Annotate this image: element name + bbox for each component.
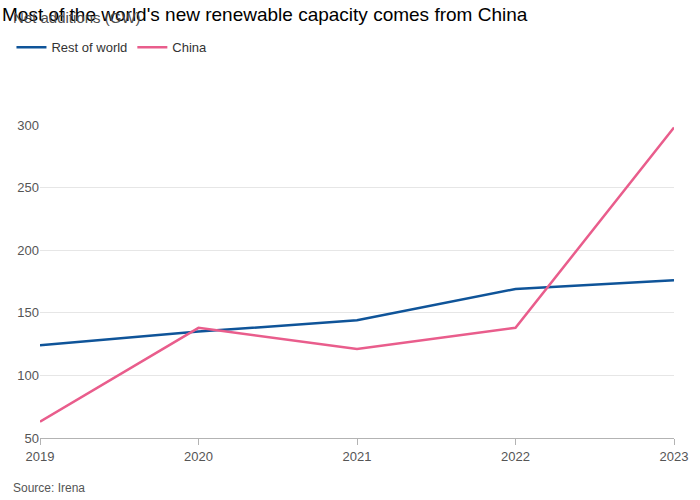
svg-text:2020: 2020 [184,449,213,464]
svg-text:2022: 2022 [501,449,530,464]
svg-text:50: 50 [25,431,39,446]
svg-text:China: China [172,40,207,55]
svg-text:100: 100 [17,368,39,383]
svg-text:Net additions (GW): Net additions (GW) [13,9,141,26]
svg-text:250: 250 [17,180,39,195]
svg-text:Source: Irena: Source: Irena [13,481,85,495]
svg-text:200: 200 [17,243,39,258]
svg-text:150: 150 [17,305,39,320]
svg-text:2023: 2023 [660,449,689,464]
svg-text:2019: 2019 [26,449,55,464]
svg-text:2021: 2021 [343,449,372,464]
svg-text:300: 300 [17,118,39,133]
svg-text:Most of the world's new renewa: Most of the world's new renewable capaci… [2,4,528,25]
svg-text:Rest of world: Rest of world [51,40,127,55]
